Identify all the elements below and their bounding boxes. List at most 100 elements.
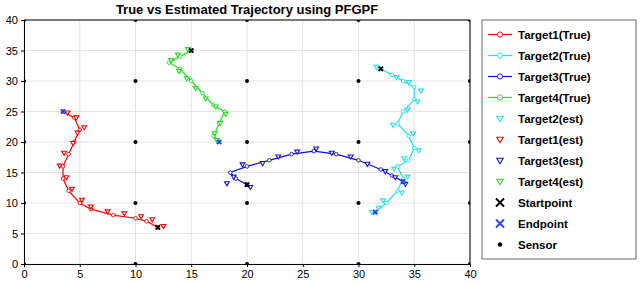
tick-mark <box>303 264 304 267</box>
frame <box>24 20 470 21</box>
grid <box>24 20 470 264</box>
point <box>276 155 281 159</box>
legend-marker <box>498 242 502 246</box>
legend-box <box>482 20 636 259</box>
point <box>412 85 416 89</box>
tick-label: 10 <box>130 268 142 280</box>
point <box>393 176 398 180</box>
legend-marker <box>497 95 502 100</box>
point <box>334 152 338 156</box>
tick: 30 <box>6 75 24 87</box>
series <box>61 110 159 230</box>
point <box>62 151 67 155</box>
point <box>150 218 155 222</box>
point <box>412 146 416 150</box>
tick: 40 <box>464 264 476 280</box>
tick-label: 0 <box>12 258 18 270</box>
trajectory-line <box>230 151 403 185</box>
legend-entry: Endpoint <box>496 218 568 230</box>
point <box>290 152 294 156</box>
grid-line-x <box>470 20 471 264</box>
point <box>401 110 405 114</box>
point <box>231 175 236 179</box>
tick-mark <box>21 51 24 52</box>
legend-entry: Target3(est) <box>497 155 583 167</box>
point <box>400 191 405 195</box>
point <box>212 132 217 136</box>
series <box>57 111 165 229</box>
grid-line-y <box>24 50 470 51</box>
point <box>402 157 407 161</box>
tick-label: 35 <box>409 268 421 280</box>
legend-entry: Target4(est) <box>497 176 583 188</box>
point <box>240 163 245 167</box>
point <box>392 167 397 171</box>
legend-label: Target3(True) <box>518 71 591 83</box>
point <box>145 220 149 224</box>
tick-label: 30 <box>353 268 365 280</box>
point <box>357 201 361 205</box>
tick: 5 <box>12 228 24 240</box>
legend-marker <box>497 53 502 58</box>
point <box>228 171 232 175</box>
point <box>61 109 65 113</box>
point <box>89 205 94 209</box>
point <box>357 159 361 163</box>
tick: 20 <box>241 264 253 280</box>
series <box>156 48 383 229</box>
point <box>156 225 160 229</box>
point <box>401 180 405 184</box>
tick-mark <box>21 20 24 21</box>
point <box>295 150 300 154</box>
tick-label: 5 <box>77 268 83 280</box>
point <box>405 108 410 112</box>
tick: 20 <box>6 136 24 148</box>
point <box>419 89 424 93</box>
point <box>374 65 379 69</box>
point <box>201 91 205 95</box>
tick-label: 0 <box>21 268 27 280</box>
point <box>379 168 383 172</box>
point <box>407 134 411 138</box>
point <box>390 73 394 77</box>
frame <box>470 20 471 264</box>
tick: 5 <box>77 264 83 280</box>
point <box>385 201 389 205</box>
point <box>401 79 405 83</box>
point <box>379 67 383 71</box>
point <box>218 121 223 125</box>
point <box>64 176 69 180</box>
point <box>217 140 221 144</box>
legend-label: Sensor <box>518 239 558 251</box>
point <box>416 149 421 153</box>
legend-label: Target4(True) <box>518 92 591 104</box>
point <box>61 177 65 181</box>
point <box>61 110 65 114</box>
point <box>82 126 87 130</box>
point <box>105 210 110 214</box>
legend-label: Target4(est) <box>518 176 583 188</box>
point <box>177 70 182 74</box>
tick-mark <box>21 264 24 265</box>
tick-mark <box>359 264 360 267</box>
chart: 05101520253035400510152025303540True vs … <box>0 0 640 284</box>
legend-marker <box>497 74 502 79</box>
point <box>245 201 249 205</box>
point <box>245 262 249 264</box>
point <box>189 79 193 83</box>
grid-line-y <box>24 233 470 234</box>
point <box>223 112 228 116</box>
point <box>245 183 249 187</box>
legend-label: Target3(est) <box>518 155 583 167</box>
point <box>139 215 144 219</box>
tick: 30 <box>353 264 365 280</box>
point <box>193 87 198 91</box>
tick-mark <box>21 203 24 204</box>
point <box>67 152 71 156</box>
point <box>348 155 353 159</box>
point <box>175 53 180 57</box>
point <box>71 142 76 146</box>
x-axis: 0510152025303540 <box>21 264 476 280</box>
plot-background <box>24 20 470 264</box>
tick-label: 35 <box>6 45 18 57</box>
